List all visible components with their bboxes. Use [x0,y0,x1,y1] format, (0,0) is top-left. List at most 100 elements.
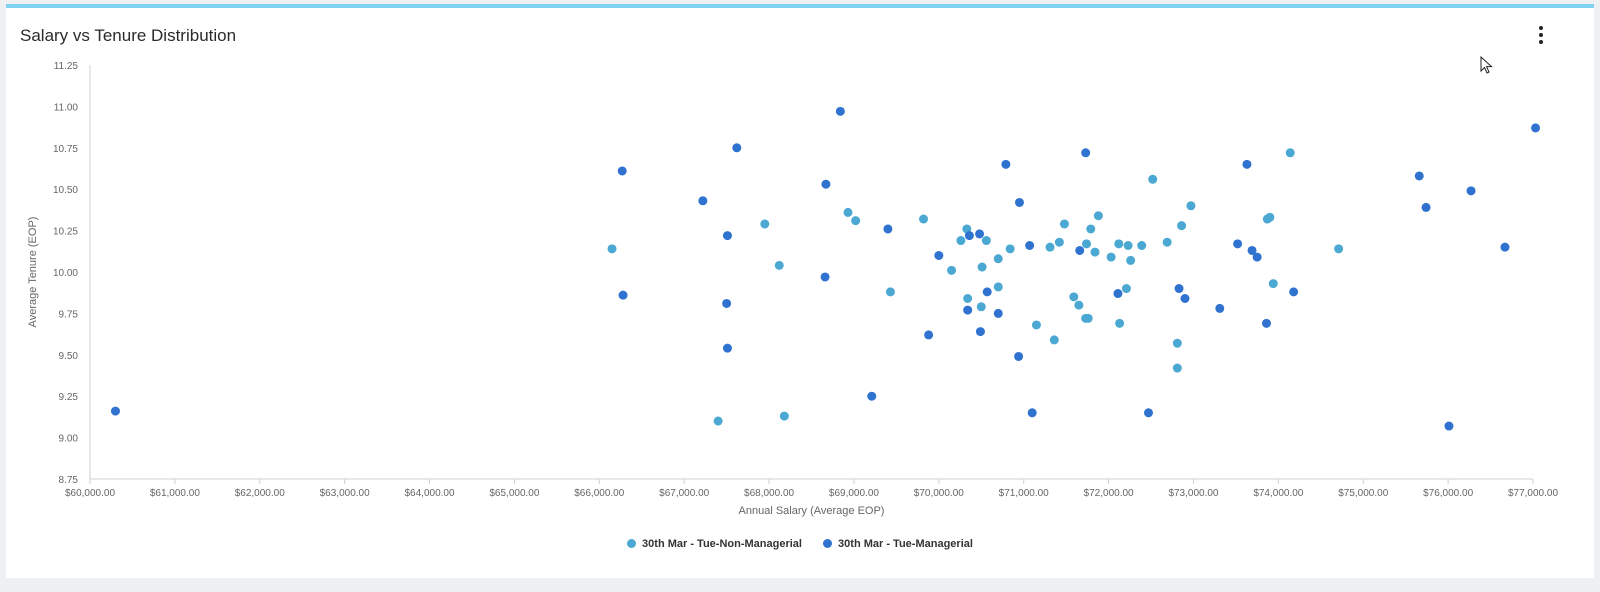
data-point[interactable] [1242,159,1252,169]
data-point[interactable] [1466,186,1476,196]
data-point[interactable] [722,231,732,241]
data-point[interactable] [1444,421,1454,431]
data-point[interactable] [1121,284,1131,294]
data-point[interactable] [934,250,944,260]
data-point[interactable] [1081,148,1091,158]
data-point[interactable] [1268,279,1278,289]
data-point[interactable] [1421,202,1431,212]
data-point[interactable] [1082,239,1092,249]
data-point[interactable] [947,265,957,275]
data-point[interactable] [1180,293,1190,303]
data-point[interactable] [774,260,784,270]
data-point[interactable] [760,219,770,229]
data-point[interactable] [1014,197,1024,207]
data-point[interactable] [843,207,853,217]
data-point[interactable] [883,224,893,234]
data-point[interactable] [1075,245,1085,255]
data-point[interactable] [618,290,628,300]
data-point[interactable] [1261,318,1271,328]
data-point[interactable] [1069,292,1079,302]
data-point[interactable] [956,236,966,246]
legend-item-non-managerial[interactable]: 30th Mar - Tue-Non-Managerial [627,538,802,550]
data-point[interactable] [1001,159,1011,169]
data-point[interactable] [1531,123,1541,133]
data-point[interactable] [1162,237,1172,247]
data-point[interactable] [1106,252,1116,262]
data-point[interactable] [1252,252,1262,262]
data-point[interactable] [1093,211,1103,221]
data-point[interactable] [1083,313,1093,323]
y-tick-label: 11.25 [54,61,79,72]
data-point[interactable] [1174,284,1184,294]
data-point[interactable] [732,143,742,153]
data-point[interactable] [779,411,789,421]
data-point[interactable] [1054,237,1064,247]
data-point[interactable] [1177,221,1187,231]
data-point[interactable] [964,231,974,241]
x-tick-label: $62,000.00 [235,488,285,499]
data-point[interactable] [821,179,831,189]
data-point[interactable] [110,406,120,416]
data-point[interactable] [713,416,723,426]
y-tick-label: 8.75 [59,475,79,486]
data-point[interactable] [1059,219,1069,229]
data-point[interactable] [1285,148,1295,158]
data-point[interactable] [993,308,1003,318]
data-point[interactable] [982,287,992,297]
data-point[interactable] [924,330,934,340]
data-point[interactable] [976,302,986,312]
data-point[interactable] [919,214,929,224]
data-point[interactable] [1289,287,1299,297]
data-point[interactable] [1233,239,1243,249]
data-point[interactable] [1049,335,1059,345]
data-point[interactable] [1215,303,1225,313]
data-point[interactable] [722,298,732,308]
x-tick-label: $65,000.00 [489,488,539,499]
data-point[interactable] [1014,351,1024,361]
data-point[interactable] [1025,241,1035,251]
data-point[interactable] [835,106,845,116]
data-point[interactable] [1123,241,1133,251]
data-point[interactable] [975,229,985,239]
data-point[interactable] [867,391,877,401]
data-point[interactable] [1126,255,1136,265]
data-point[interactable] [1137,241,1147,251]
data-point[interactable] [820,272,830,282]
data-point[interactable] [1086,224,1096,234]
data-point[interactable] [851,216,861,226]
legend-item-managerial[interactable]: 30th Mar - Tue-Managerial [823,538,973,550]
data-point[interactable] [1027,408,1037,418]
data-point[interactable] [1114,239,1124,249]
data-point[interactable] [975,327,985,337]
more-options-icon[interactable] [1533,24,1549,48]
data-point[interactable] [617,166,627,176]
data-point[interactable] [1414,171,1424,181]
data-point[interactable] [1090,247,1100,257]
data-point[interactable] [1186,201,1196,211]
data-point[interactable] [1172,338,1182,348]
data-point[interactable] [722,343,732,353]
data-point[interactable] [993,282,1003,292]
data-point[interactable] [993,254,1003,264]
data-point[interactable] [963,305,973,315]
data-point[interactable] [1074,300,1084,310]
data-point[interactable] [963,293,973,303]
data-point[interactable] [1031,320,1041,330]
data-point[interactable] [1005,244,1015,254]
data-point[interactable] [1334,244,1344,254]
data-point[interactable] [977,262,987,272]
data-point[interactable] [607,244,617,254]
data-point[interactable] [981,236,991,246]
data-point[interactable] [1045,242,1055,252]
data-point[interactable] [1247,245,1257,255]
data-point[interactable] [1113,289,1123,299]
data-point[interactable] [885,287,895,297]
y-tick-label: 10.75 [53,144,78,155]
data-point[interactable] [1148,174,1158,184]
data-point[interactable] [1500,242,1510,252]
data-point[interactable] [1265,212,1275,222]
data-point[interactable] [1172,363,1182,373]
data-point[interactable] [1143,408,1153,418]
data-point[interactable] [1115,318,1125,328]
data-point[interactable] [698,196,708,206]
